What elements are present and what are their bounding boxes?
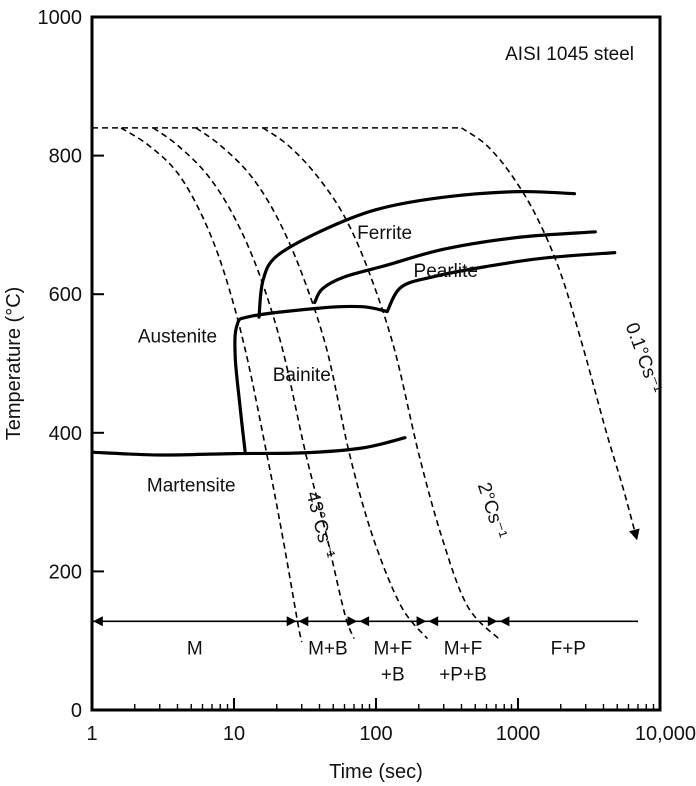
chart-curves-layer: [90, 127, 640, 643]
cooling-curve-3: [195, 127, 429, 640]
cooling-rate-label: 2°Cs⁻¹: [473, 480, 511, 541]
product-bar-arrowhead: [416, 616, 427, 627]
x-tick-label: 1: [86, 723, 97, 745]
product-bar-layer: M M+B M+F +B M+F +P+B F+P: [92, 616, 639, 685]
product-bar-arrowhead: [428, 616, 439, 627]
cooling-curve-2: [152, 127, 355, 639]
product-label: M: [187, 638, 203, 659]
chart-axes-layer: 1 10 100 1000 10,000 0 200 400 600 800 1000: [38, 7, 696, 745]
y-tick-label: 400: [49, 423, 82, 445]
y-tick-label: 200: [49, 561, 82, 583]
y-tick-label: 1000: [38, 7, 83, 29]
phase-label-bainite: Bainite: [273, 365, 331, 386]
steel-grade-annotation: AISI 1045 steel: [505, 44, 634, 65]
cooling-curve-arrowhead: [629, 528, 640, 541]
product-bar-arrowhead: [93, 616, 103, 627]
y-tick-label: 600: [49, 284, 82, 306]
cooling-rate-label: 43°Cs⁻¹: [302, 489, 339, 560]
phase-label-martensite: Martensite: [147, 476, 236, 497]
product-bar-arrowhead: [499, 616, 510, 627]
product-bar-arrowhead: [359, 616, 370, 627]
martensite-start-curve: [90, 436, 407, 457]
ferrite-start-curve: [257, 189, 577, 319]
product-label: M+B: [308, 638, 348, 659]
y-axis-title: Temperature (°C): [3, 287, 25, 441]
cooling-curve-5: [461, 127, 638, 541]
x-tick-label: 10: [223, 723, 245, 745]
product-bar-arrowhead: [298, 616, 309, 627]
product-label: +P+B: [439, 664, 487, 685]
cooling-curve-4: [262, 127, 500, 640]
product-label: M+F: [444, 638, 483, 659]
plot-frame: [90, 15, 662, 712]
phase-label-austenite: Austenite: [138, 327, 217, 348]
product-label: +B: [381, 664, 405, 685]
y-tick-label: 800: [49, 146, 82, 168]
cooling-curve-1: [120, 127, 303, 643]
x-tick-label: 100: [359, 723, 392, 745]
bainite-start-curve: [233, 304, 389, 454]
product-bar-arrowhead: [487, 616, 498, 627]
product-label: M+F: [374, 638, 413, 659]
pearlite-finish-curve: [385, 251, 617, 314]
product-bar-arrowhead: [347, 616, 358, 627]
phase-label-pearlite: Pearlite: [414, 261, 478, 282]
x-axis-title: Time (sec): [329, 761, 423, 783]
phase-label-ferrite: Ferrite: [357, 223, 412, 244]
x-tick-label: 10,000: [635, 723, 696, 745]
y-tick-label: 0: [71, 700, 82, 722]
product-bar-arrowhead: [286, 616, 297, 627]
x-tick-label: 1000: [496, 723, 541, 745]
product-label: F+P: [551, 638, 586, 659]
ferrite-finish-curve: [313, 230, 597, 305]
